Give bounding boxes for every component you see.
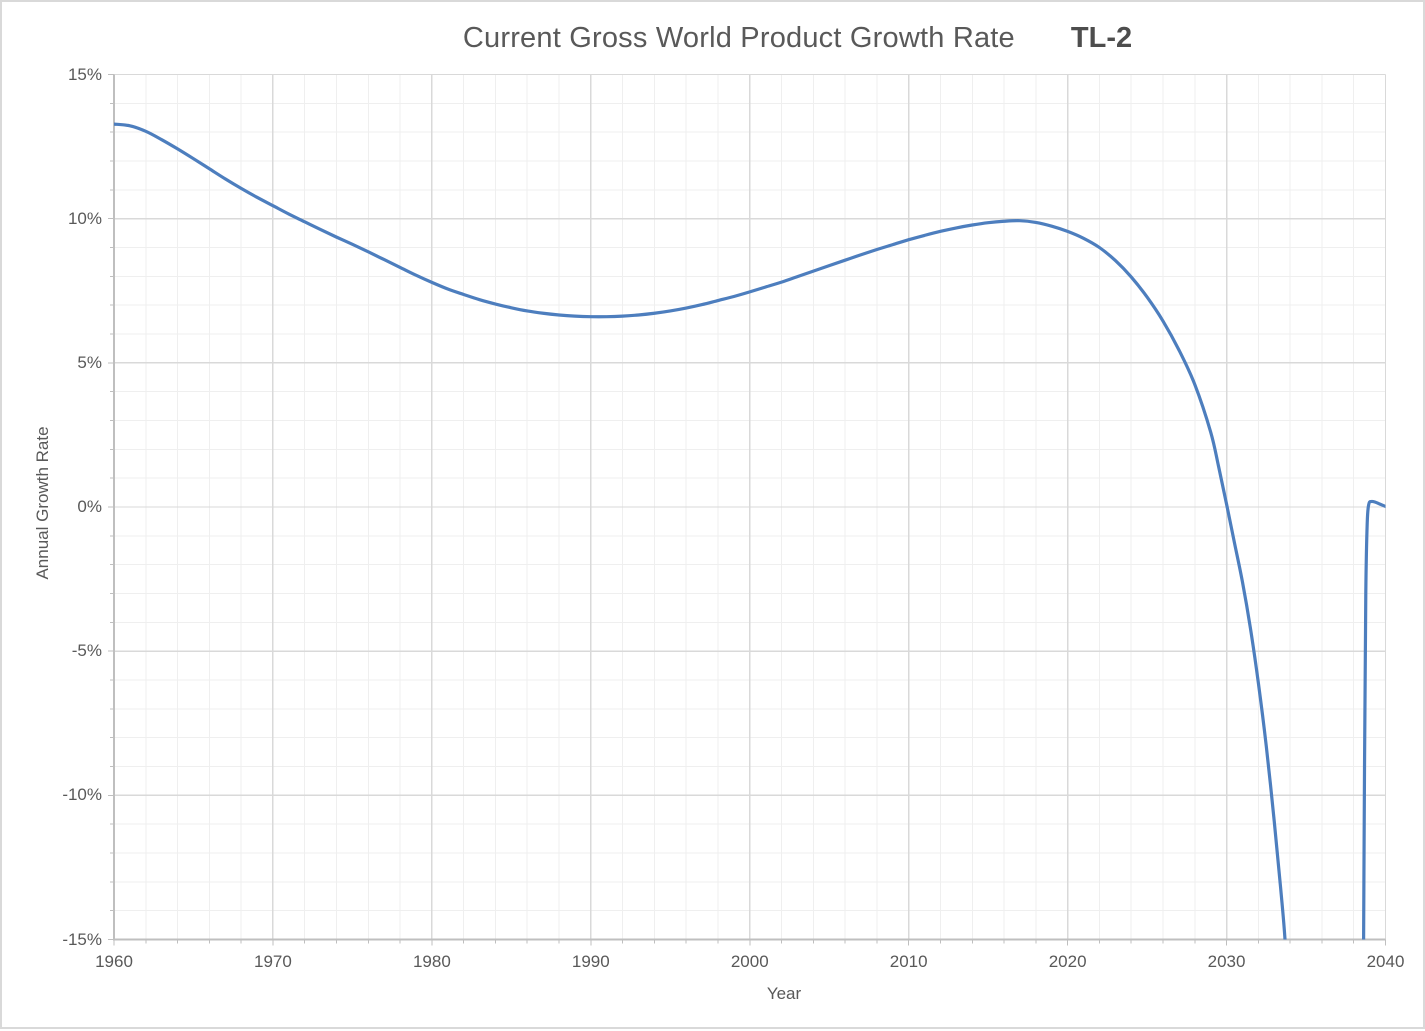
y-tick-label: -15%: [62, 929, 102, 949]
x-tick-label: 2010: [889, 952, 928, 971]
x-axis-title: Year: [766, 984, 802, 1003]
y-tick-label: 10%: [67, 208, 102, 228]
y-tick-label: -10%: [62, 785, 102, 805]
tick-marks: [108, 74, 1386, 946]
y-axis-title: Annual Growth Rate: [33, 426, 52, 580]
series-line: [114, 122, 1386, 940]
y-tick-label: 15%: [67, 64, 102, 84]
chart-title: Current Gross World Product Growth Rate: [462, 22, 1015, 54]
y-tick-label: 0%: [77, 497, 102, 516]
x-tick-label: 1970: [254, 952, 292, 971]
chart-title-row: Current Gross World Product Growth Rate …: [87, 22, 1425, 55]
x-tick-label: 2000: [730, 952, 769, 971]
x-tick-label: 2020: [1048, 952, 1087, 971]
gwp-growth-line: [1362, 499, 1386, 940]
y-tick-label: 5%: [77, 352, 102, 372]
x-tick-label: 2040: [1366, 952, 1405, 971]
x-tick-label: 2030: [1207, 952, 1246, 971]
x-tick-label: 1980: [412, 952, 451, 971]
y-tick-label: -5%: [71, 641, 102, 661]
gwp-growth-line: [114, 122, 1287, 940]
axis-lines: [113, 74, 1386, 941]
chart-title-badge: TL-2: [1070, 22, 1133, 54]
x-tick-label: 1990: [571, 952, 610, 971]
x-tick-label: 1960: [95, 952, 133, 971]
